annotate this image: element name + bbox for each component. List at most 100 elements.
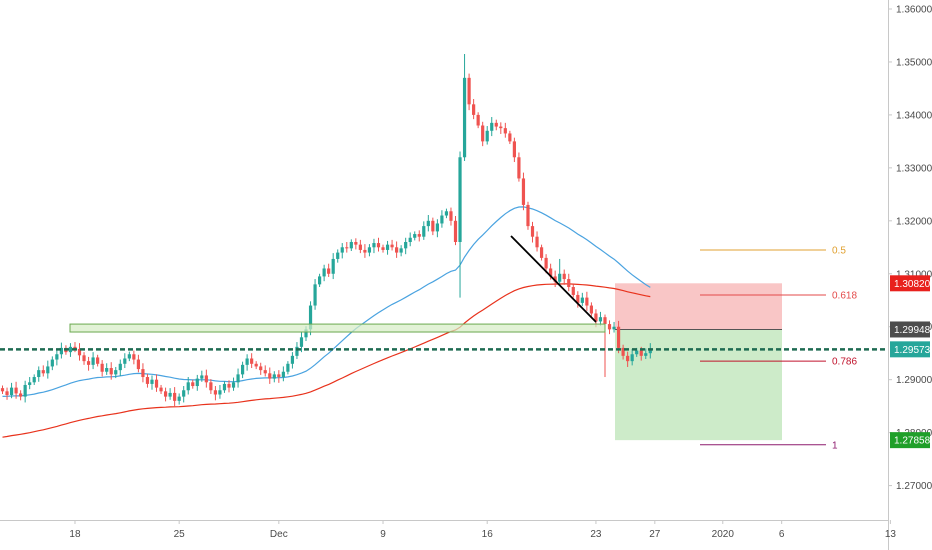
candle-body <box>358 244 362 250</box>
candle <box>59 342 63 359</box>
candle <box>340 243 344 259</box>
candle <box>236 368 240 388</box>
candle <box>626 351 630 367</box>
candle-body <box>585 297 589 306</box>
candle-body <box>431 220 435 232</box>
candle-body <box>272 374 276 379</box>
candle <box>336 249 340 263</box>
candle-body <box>539 247 544 258</box>
candle <box>589 302 593 318</box>
candle-body <box>644 353 648 356</box>
candle <box>281 366 285 382</box>
candle-body <box>472 104 476 115</box>
candle <box>481 121 485 147</box>
candle-body <box>349 241 353 249</box>
candle <box>41 365 45 377</box>
y-tick-label: 1.31000 <box>896 269 932 280</box>
candle <box>55 350 59 366</box>
candle-body <box>150 379 154 384</box>
y-tick-label: 1.34000 <box>896 110 932 121</box>
candle-body <box>281 371 285 378</box>
x-tick-label: 27 <box>649 529 661 540</box>
candle-body <box>41 370 45 374</box>
x-tick-label: 2020 <box>712 529 735 540</box>
candle <box>322 264 326 282</box>
candle <box>354 238 358 250</box>
candle <box>444 208 449 219</box>
candle-body <box>345 247 349 249</box>
candle-body <box>109 368 113 375</box>
candle <box>440 210 444 228</box>
candle-body <box>105 368 109 372</box>
candle-body <box>327 268 331 274</box>
candle <box>571 284 575 298</box>
candle <box>517 152 521 182</box>
candle <box>494 119 498 131</box>
candle-body <box>5 391 9 396</box>
candle-body <box>68 346 73 353</box>
candle-body <box>354 241 358 245</box>
candle <box>607 320 612 335</box>
candle <box>476 112 480 129</box>
candle <box>23 380 27 403</box>
candle-body <box>340 247 344 253</box>
candle-body <box>449 211 453 221</box>
candle-body <box>114 370 118 375</box>
candle-body <box>177 396 181 401</box>
candle-body <box>376 243 381 248</box>
candle <box>585 291 589 311</box>
candle <box>96 354 100 367</box>
candle-body <box>159 387 163 392</box>
trend-line <box>510 235 597 323</box>
candle <box>136 354 140 373</box>
candle-body <box>576 294 580 303</box>
candle-body <box>336 252 340 259</box>
candle <box>558 258 562 286</box>
candle-body <box>526 204 530 227</box>
candle <box>521 172 526 211</box>
candle-body <box>481 125 485 142</box>
candle-body <box>462 77 467 158</box>
candle <box>535 231 539 252</box>
candle-body <box>331 258 335 274</box>
candle <box>367 244 372 257</box>
candle <box>363 244 367 258</box>
candle-body <box>123 358 127 364</box>
candle-body <box>521 178 526 205</box>
candle <box>612 321 616 333</box>
candle-body <box>218 390 222 395</box>
candle <box>562 269 566 285</box>
candle <box>503 122 507 138</box>
candle <box>231 377 236 391</box>
candle <box>0 385 5 394</box>
candle <box>467 73 471 111</box>
fib-level-label: 0.5 <box>832 245 846 256</box>
x-tick-label: 23 <box>590 529 602 540</box>
candle-body <box>0 388 5 392</box>
candle <box>426 214 430 232</box>
candle-body <box>77 348 82 356</box>
candle-body <box>603 317 607 325</box>
candle <box>399 245 403 257</box>
candle <box>145 373 150 388</box>
candle-body <box>562 273 566 280</box>
candle-body <box>118 363 122 371</box>
candle-body <box>250 358 254 364</box>
candle-body <box>517 157 521 179</box>
candle-body <box>231 382 236 388</box>
candle <box>277 370 281 383</box>
candle <box>19 390 23 401</box>
candle <box>539 244 544 261</box>
y-tick-label: 1.27000 <box>896 481 932 492</box>
candle <box>458 151 462 298</box>
candle <box>508 130 512 145</box>
candle-body <box>404 241 408 249</box>
candle <box>499 122 503 134</box>
price-tag-bg <box>890 321 930 338</box>
candle-body <box>245 358 249 365</box>
candle-body <box>240 364 245 375</box>
candle-body <box>408 237 412 242</box>
candle <box>141 363 145 383</box>
